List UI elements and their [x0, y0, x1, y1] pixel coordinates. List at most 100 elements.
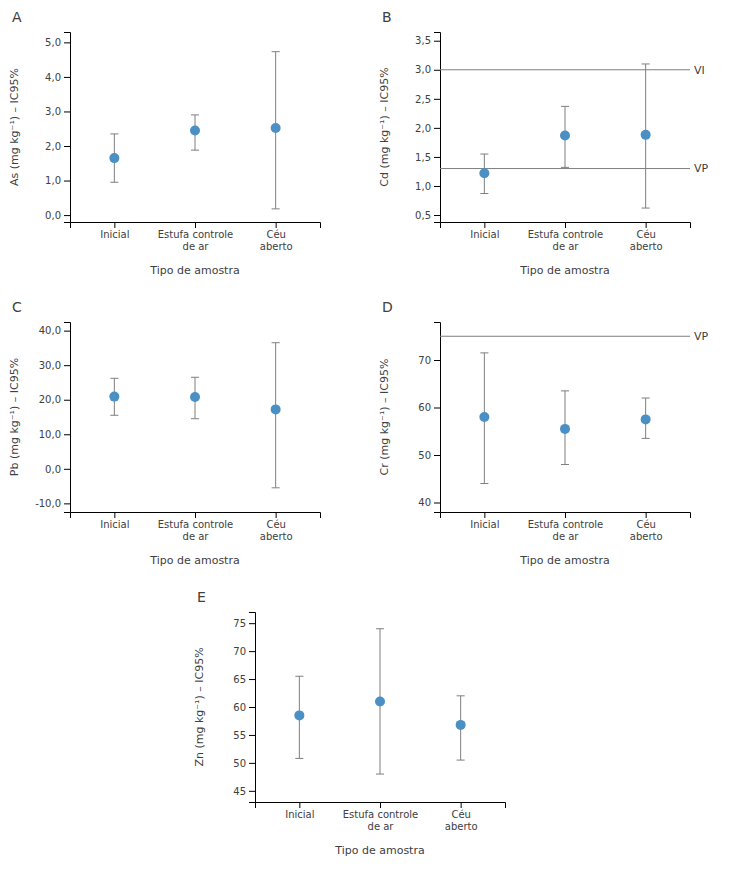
y-tick-mark [434, 99, 440, 100]
y-tick-mark [434, 215, 440, 216]
x-tick-label-line: aberto [630, 531, 663, 542]
x-tick: Estufa controlede ar [343, 802, 418, 832]
mean-dot [109, 392, 119, 402]
x-tick-label-line: de ar [553, 531, 580, 542]
y-tick-label: 40 [418, 497, 431, 508]
mean-dot [271, 404, 281, 414]
y-tick-label: 70 [233, 646, 246, 657]
y-tick-mark [249, 651, 255, 652]
x-tick-label: Estufa controlede ar [158, 519, 233, 542]
x-tick: Inicial [285, 802, 314, 820]
x-tick-label-line: Céu [266, 519, 285, 530]
y-tick-label: 3,0 [415, 64, 431, 75]
x-tick-label-line: Inicial [285, 809, 314, 820]
x-tick-label-line: Céu [266, 229, 285, 240]
y-axis-title: Pb (mg kg⁻¹) – IC95% [8, 358, 21, 476]
y-tick-mark [64, 331, 70, 332]
y-axis-line [64, 33, 71, 223]
mean-dot [190, 392, 200, 402]
x-tick-label-line: de ar [183, 241, 210, 252]
panel: 0,01,02,03,04,05,0InicialEstufa controle… [8, 9, 321, 277]
y-tick-mark [434, 157, 440, 158]
y-tick-label: 10,0 [39, 429, 61, 440]
x-axis: InicialEstufa controlede arCéuaberto [441, 222, 691, 252]
x-tick-label-line: Inicial [470, 519, 499, 530]
y-tick: 0,0 [45, 464, 70, 475]
x-tick-mark [565, 512, 566, 518]
plot-area [440, 64, 690, 208]
y-tick: 0,0 [45, 210, 70, 221]
y-tick-label: 20,0 [39, 394, 61, 405]
y-tick-label: 3,0 [45, 106, 61, 117]
x-axis-line [441, 513, 691, 519]
error-bar-cap [295, 758, 303, 759]
y-tick: -10,0 [35, 498, 70, 509]
y-axis-line [434, 323, 441, 513]
x-tick: Inicial [470, 512, 499, 530]
y-axis: 40506070 [418, 323, 440, 513]
x-tick: Céuaberto [630, 512, 663, 542]
y-tick-label: 1,0 [45, 175, 61, 186]
y-tick: 5,0 [45, 37, 70, 48]
y-tick-mark [434, 408, 440, 409]
mean-dot [190, 125, 200, 135]
x-axis-title: Tipo de amostra [149, 264, 239, 277]
y-tick: 2,5 [415, 94, 440, 105]
y-tick-label: 60 [233, 702, 246, 713]
y-tick-label: 60 [418, 402, 431, 413]
mean-dot [641, 414, 651, 424]
panel-label: D [382, 299, 393, 315]
mean-dot [560, 130, 570, 140]
error-bar-cap [642, 438, 650, 439]
x-tick: Estufa controlede ar [528, 512, 603, 542]
x-tick-label: Céuaberto [260, 229, 293, 252]
x-tick: Estufa controlede ar [528, 222, 603, 252]
y-axis-line [64, 323, 71, 513]
x-tick-label-line: de ar [553, 241, 580, 252]
plot-area [294, 629, 465, 774]
x-axis: Inicial Estufa controlede ar Céuaberto [441, 512, 691, 542]
x-tick-label: Estufa controlede ar [528, 519, 603, 542]
error-bar-cap [480, 154, 488, 155]
y-axis: 45505560657075 [233, 613, 255, 803]
mean-dot [271, 123, 281, 133]
y-tick: 40,0 [39, 325, 70, 336]
x-tick: Estufa controlede ar [158, 222, 233, 252]
plot-area [109, 52, 280, 209]
y-tick-mark [434, 41, 440, 42]
x-tick-label: Estufa controlede ar [158, 229, 233, 252]
y-tick: 40 [418, 497, 440, 508]
y-tick: 70 [418, 355, 440, 366]
y-axis-line [434, 33, 441, 223]
error-bar-cap [191, 418, 199, 419]
error-bar-cap [642, 208, 650, 209]
y-tick-mark [249, 707, 255, 708]
y-tick-mark [64, 434, 70, 435]
error-bar-cap [457, 760, 465, 761]
y-axis: 0,01,02,03,04,05,0 [45, 33, 70, 223]
panel-label: B [382, 9, 392, 25]
error-bar-cap [272, 487, 280, 488]
y-tick-mark [249, 623, 255, 624]
x-tick-label: Inicial [285, 809, 314, 820]
panel: 0,51,01,52,02,53,03,5InicialEstufa contr… [378, 9, 709, 277]
x-tick: Céuaberto [445, 802, 478, 832]
y-tick-label: 50 [233, 758, 246, 769]
y-tick-label: 4,0 [45, 72, 61, 83]
y-tick-label: 0,5 [415, 210, 431, 221]
error-bar-cap [272, 51, 280, 52]
x-tick-mark [299, 802, 300, 808]
x-tick-label: Céuaberto [260, 519, 293, 542]
mean-dot [641, 130, 651, 140]
y-tick-label: 75 [233, 618, 246, 629]
y-tick: 1,0 [415, 181, 440, 192]
x-tick-label-line: Inicial [100, 229, 129, 240]
x-axis-title: Tipo de amostra [519, 264, 609, 277]
x-tick-label-line: aberto [445, 821, 478, 832]
y-tick-label: 40,0 [39, 325, 61, 336]
mean-dot [109, 153, 119, 163]
error-bar-cap [191, 114, 199, 115]
y-tick: 1,0 [45, 175, 70, 186]
y-axis-title: Zn (mg kg⁻¹) – IC95% [193, 647, 206, 766]
y-tick: 3,0 [45, 106, 70, 117]
